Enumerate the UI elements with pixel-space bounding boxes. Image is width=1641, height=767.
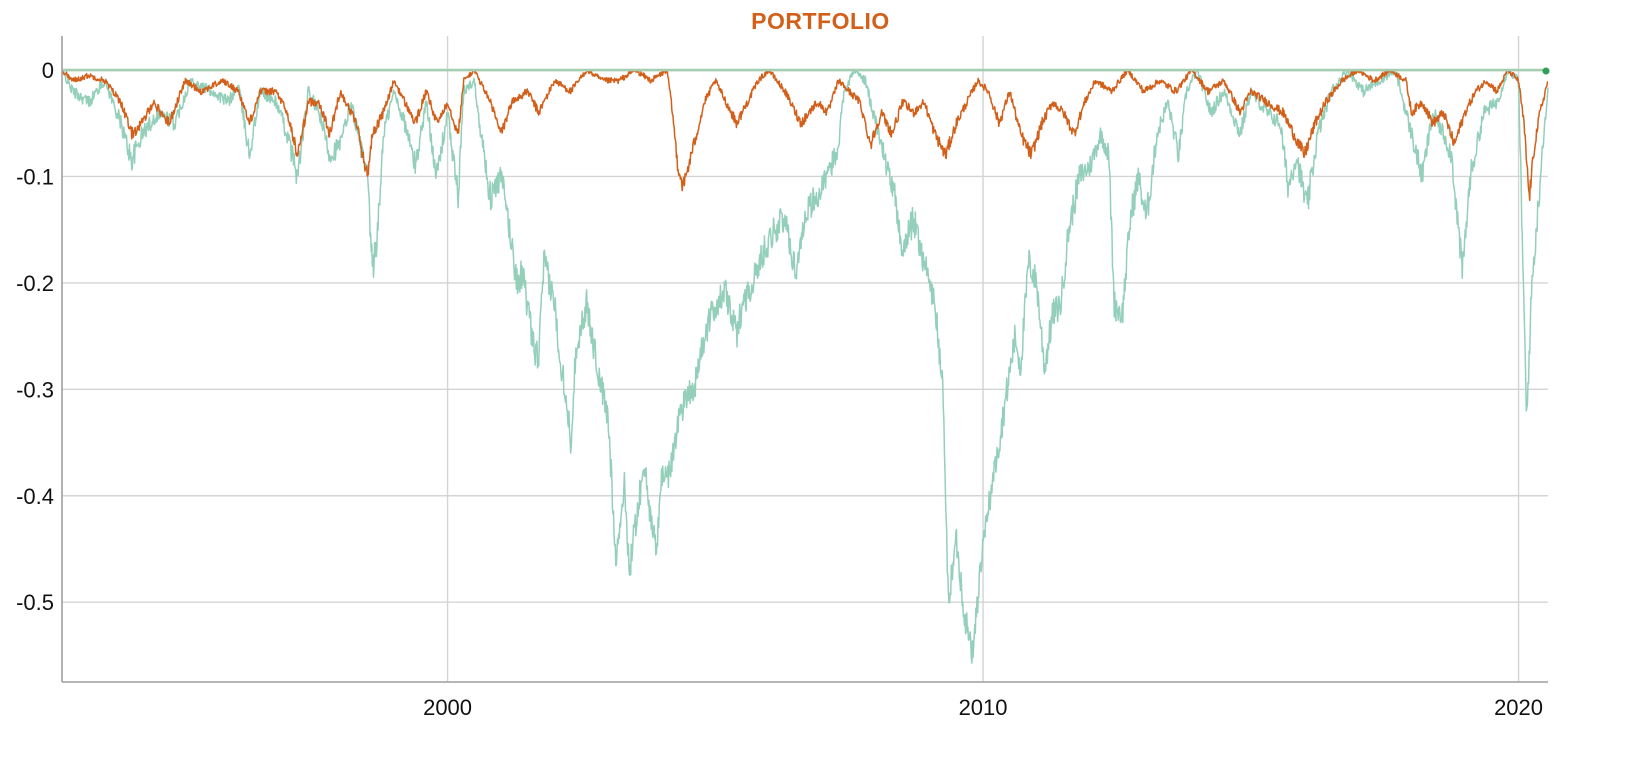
chart-title: PORTFOLIO <box>751 8 890 34</box>
series-line-1 <box>61 69 1549 664</box>
y-tick-labels: 0 -0.1 -0.2 -0.3 -0.4 -0.5 <box>16 58 54 615</box>
y-tick-label: -0.5 <box>16 590 54 615</box>
x-tick-labels: 2000 2010 2020 <box>423 695 1543 720</box>
axes <box>61 36 1548 683</box>
y-tick-label: -0.4 <box>16 484 54 509</box>
x-tick-label: 2020 <box>1494 695 1543 720</box>
y-gridlines <box>62 175 1548 603</box>
y-tick-label: -0.3 <box>16 377 54 402</box>
x-tick-label: 2010 <box>959 695 1008 720</box>
x-tick-label: 2000 <box>423 695 472 720</box>
series-group <box>61 67 1550 664</box>
y-tick-label: -0.2 <box>16 271 54 296</box>
series-line-2 <box>61 69 1549 202</box>
x-gridlines <box>446 36 1520 682</box>
y-tick-label: -0.1 <box>16 164 54 189</box>
y-tick-label: 0 <box>42 58 54 83</box>
endpoint-marker <box>1542 67 1550 75</box>
